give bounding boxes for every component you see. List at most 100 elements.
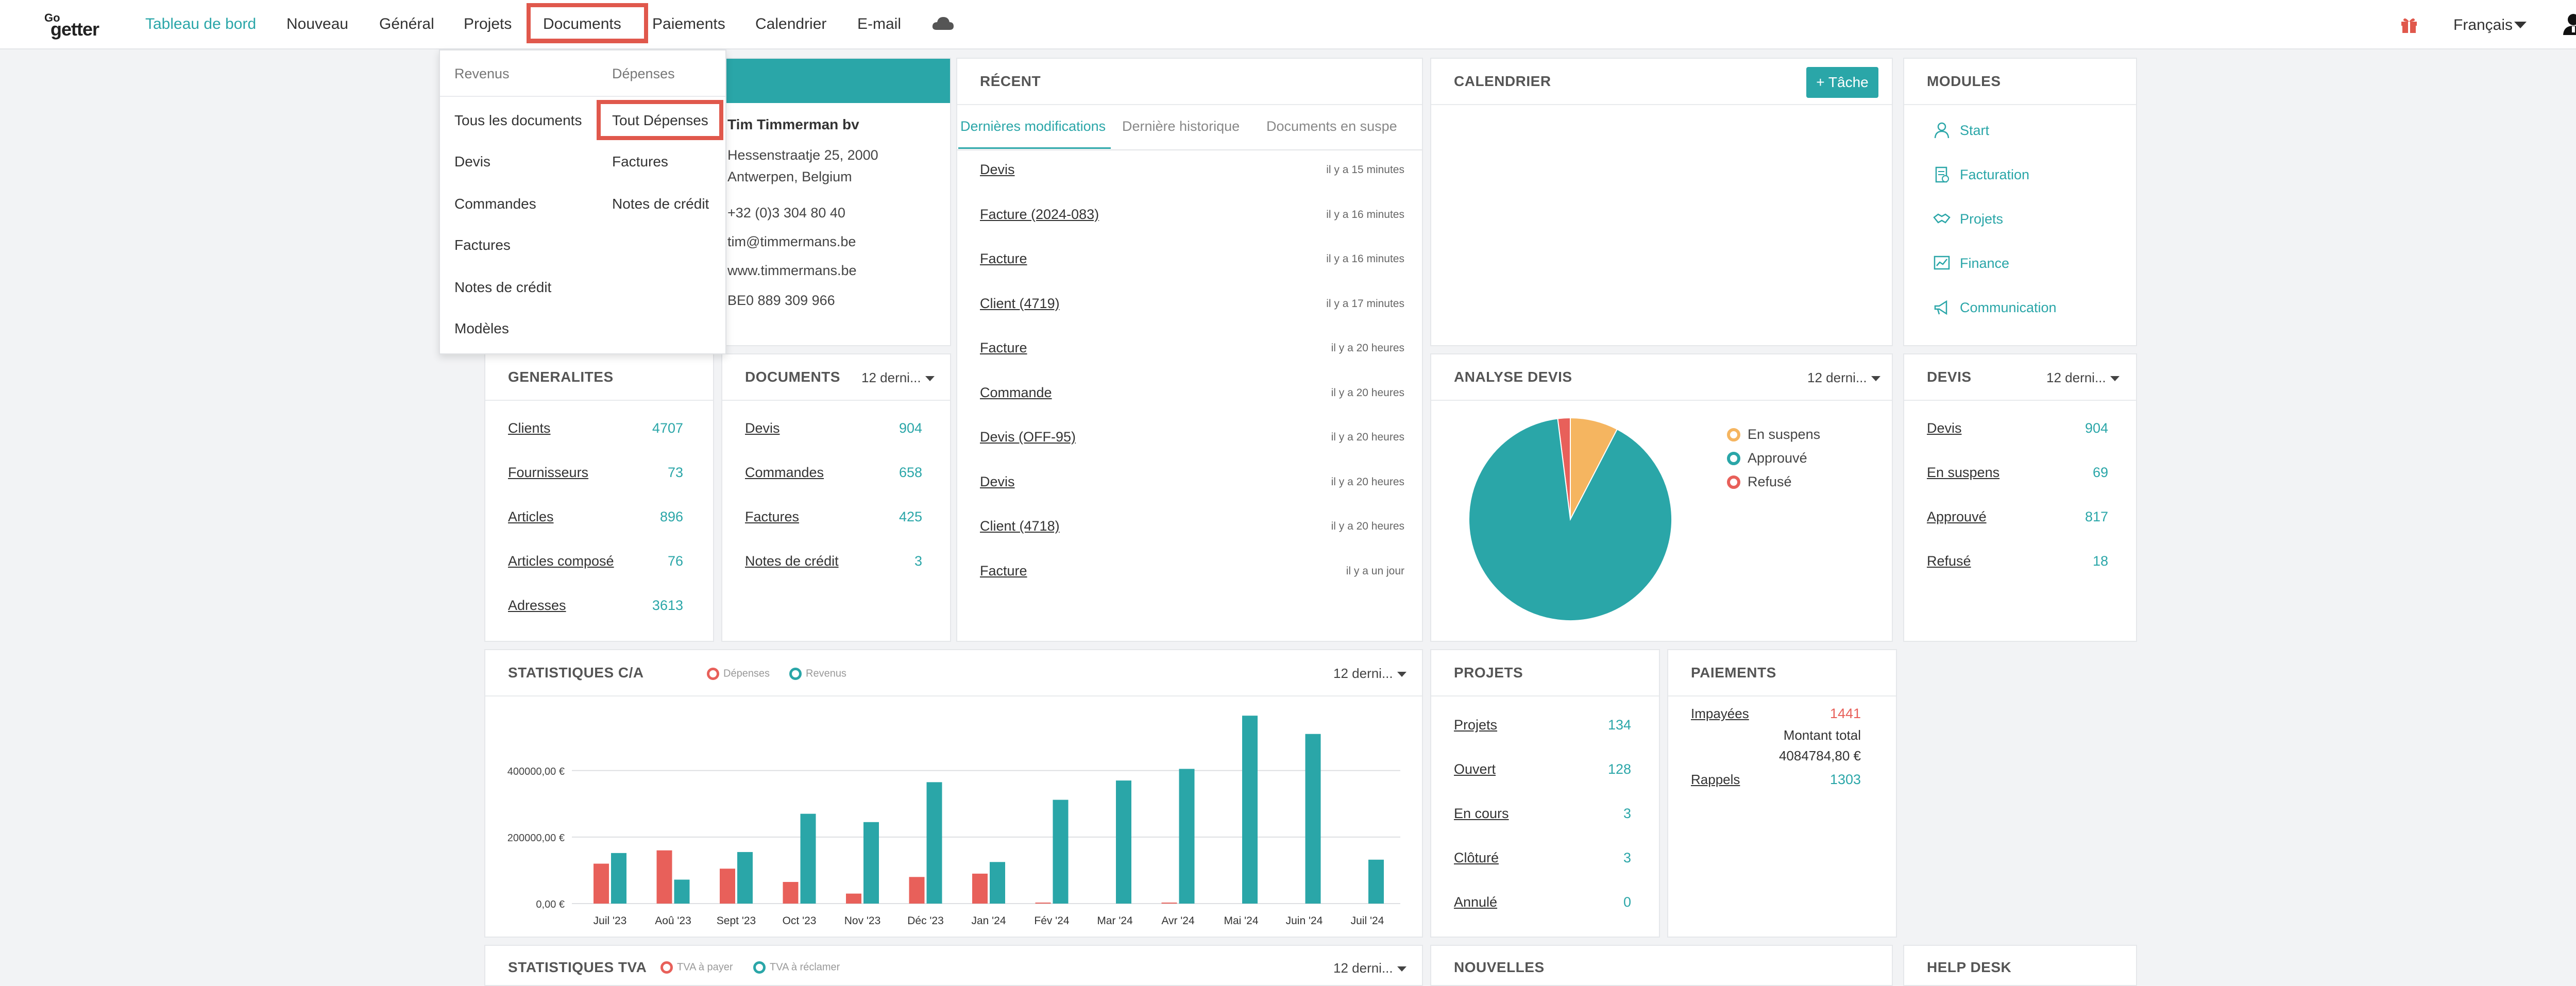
menu-factures[interactable]: Factures (454, 237, 511, 253)
menu-notes-de-credit[interactable]: Notes de crédit (454, 279, 552, 295)
bar-dépenses[interactable] (783, 882, 799, 904)
recent-item-link[interactable]: Devis (OFF-95) (980, 429, 1076, 445)
bar-revenus[interactable] (737, 852, 753, 904)
recent-item-time: il y a 20 heures (1331, 431, 1404, 443)
chart-legend-revenus[interactable]: Revenus (789, 668, 846, 680)
nav-tableau-de-bord[interactable]: Tableau de bord (145, 15, 257, 32)
bar-revenus[interactable] (674, 879, 690, 904)
stat-adresses-label[interactable]: Adresses (508, 598, 566, 613)
chevron-down-icon[interactable] (2514, 22, 2527, 28)
recent-item-link[interactable]: Devis (980, 473, 1015, 489)
recent-item-link[interactable]: Client (4718) (980, 518, 1060, 534)
bar-revenus[interactable] (990, 862, 1005, 904)
tab-documents-en-suspens[interactable]: Documents en suspe (1266, 118, 1397, 134)
bar-revenus[interactable] (1179, 769, 1195, 904)
documents-period-dropdown[interactable]: 12 derni... (861, 370, 935, 386)
menu-depenses-notes-de-credit[interactable]: Notes de crédit (612, 196, 709, 212)
menu-commandes[interactable]: Commandes (454, 196, 536, 212)
bar-revenus[interactable] (1116, 780, 1131, 904)
logo-main-text: getter (50, 19, 99, 40)
stat-articles-compose-label[interactable]: Articles composé (508, 553, 614, 569)
devis-en-suspens-label[interactable]: En suspens (1927, 465, 2000, 480)
doc-factures-label[interactable]: Factures (745, 509, 800, 524)
doc-commandes-label[interactable]: Commandes (745, 465, 824, 480)
tab-derniere-historique[interactable]: Dernière historique (1122, 118, 1240, 134)
nav-calendrier[interactable]: Calendrier (755, 15, 827, 32)
bar-dépenses[interactable] (909, 877, 925, 904)
cloud-icon[interactable] (931, 15, 954, 31)
tva-legend-a-reclamer[interactable]: TVA à réclamer (753, 961, 840, 974)
tab-dernieres-modifications[interactable]: Dernières modifications (960, 118, 1106, 134)
bar-dépenses[interactable] (972, 873, 988, 904)
chevron-down-icon (925, 376, 935, 382)
recent-item-link[interactable]: Facture (2024-083) (980, 206, 1099, 222)
gogetter-logo[interactable]: Go getter (44, 11, 116, 40)
nav-email[interactable]: E-mail (857, 15, 902, 32)
nav-paiements[interactable]: Paiements (652, 15, 725, 32)
pie-slice-approuve[interactable] (1468, 418, 1672, 621)
nav-general[interactable]: Général (379, 15, 434, 32)
stat-clients-label[interactable]: Clients (508, 420, 551, 436)
projets-total-label[interactable]: Projets (1454, 717, 1498, 733)
stat-articles-label[interactable]: Articles (508, 509, 554, 524)
nav-documents[interactable]: Documents (543, 15, 621, 32)
company-address-line1: Hessenstraatje 25, 2000 (727, 147, 878, 163)
doc-notes-credit-label[interactable]: Notes de crédit (745, 553, 839, 569)
bar-dépenses[interactable] (1035, 903, 1051, 904)
nav-nouveau[interactable]: Nouveau (286, 15, 349, 32)
bar-revenus[interactable] (1368, 859, 1384, 904)
user-icon[interactable] (2562, 12, 2576, 36)
bar-dépenses[interactable] (720, 869, 735, 904)
projets-en-cours-label[interactable]: En cours (1454, 806, 1509, 821)
menu-depenses-factures[interactable]: Factures (612, 154, 668, 169)
stats-tva-title: STATISTIQUES TVA (508, 959, 647, 975)
gift-icon[interactable] (2400, 15, 2418, 34)
bar-revenus[interactable] (1053, 800, 1069, 904)
stats-tva-period-dropdown[interactable]: 12 derni... (1333, 960, 1406, 976)
bar-dépenses[interactable] (846, 893, 861, 904)
nav-projets[interactable]: Projets (464, 15, 512, 32)
bar-dépenses[interactable] (594, 863, 609, 904)
recent-item-link[interactable]: Facture (980, 251, 1027, 266)
recent-item-link[interactable]: Client (4719) (980, 295, 1060, 311)
add-task-button[interactable]: + Tâche (1806, 67, 1878, 98)
paiements-rappels-label[interactable]: Rappels (1691, 772, 1740, 787)
paiements-impayees-label[interactable]: Impayées (1691, 706, 1749, 721)
devis-period-dropdown[interactable]: 12 derni... (2046, 370, 2120, 386)
recent-item-link[interactable]: Devis (980, 162, 1015, 177)
projets-annule-label[interactable]: Annulé (1454, 894, 1498, 910)
x-tick-label: Déc '23 (907, 915, 944, 927)
bar-revenus[interactable] (611, 853, 626, 904)
stats-ca-period-dropdown[interactable]: 12 derni... (1333, 666, 1406, 682)
bar-dépenses[interactable] (656, 850, 672, 904)
module-label: Projets (1960, 211, 2004, 227)
language-selector[interactable]: Français (2453, 16, 2513, 33)
menu-devis[interactable]: Devis (454, 154, 491, 169)
devis-approuve-label[interactable]: Approuvé (1927, 509, 1987, 524)
bar-revenus[interactable] (1242, 716, 1258, 904)
bar-revenus[interactable] (1305, 734, 1321, 904)
bar-revenus[interactable] (800, 813, 816, 904)
recent-item-link[interactable]: Facture (980, 340, 1027, 355)
recent-item-link[interactable]: Commande (980, 384, 1052, 400)
menu-modeles[interactable]: Modèles (454, 320, 509, 336)
handshake-icon (1933, 213, 1951, 224)
recent-item-time: il y a 20 heures (1331, 520, 1404, 532)
menu-tout-depenses[interactable]: Tout Dépenses (612, 112, 708, 128)
chart-legend-depenses[interactable]: Dépenses (707, 668, 770, 680)
devis-refuse-label[interactable]: Refusé (1927, 553, 1971, 569)
devis-total-label[interactable]: Devis (1927, 420, 1962, 436)
analyse-period-dropdown[interactable]: 12 derni... (1807, 370, 1880, 386)
bar-revenus[interactable] (863, 822, 879, 904)
tva-legend-a-payer[interactable]: TVA à payer (660, 961, 733, 974)
recent-item-link[interactable]: Facture (980, 563, 1027, 579)
bar-dépenses[interactable] (1161, 903, 1177, 904)
stat-fournisseurs-label[interactable]: Fournisseurs (508, 465, 589, 480)
doc-devis-label[interactable]: Devis (745, 420, 780, 436)
pie-slice-en-suspens[interactable] (1570, 417, 1618, 520)
projets-cloture-label[interactable]: Clôturé (1454, 850, 1499, 865)
projets-ouvert-label[interactable]: Ouvert (1454, 761, 1496, 777)
dropdown-label: 12 derni... (1333, 666, 1393, 681)
menu-tous-les-documents[interactable]: Tous les documents (454, 112, 582, 128)
bar-revenus[interactable] (926, 782, 942, 904)
